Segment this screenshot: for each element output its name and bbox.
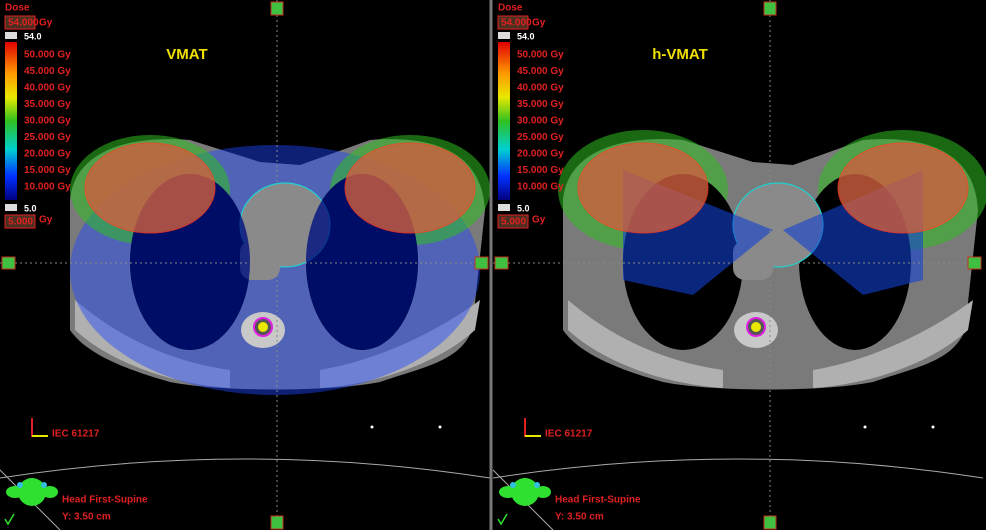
orientation: Head First-Supine	[555, 495, 641, 506]
legend-label: 30.000 Gy	[517, 116, 564, 127]
bar-min-arrow	[498, 204, 510, 211]
dose-caption: Dose	[498, 3, 523, 14]
couch-outline	[0, 458, 491, 479]
crosshair-handle	[494, 256, 509, 270]
marker-dot	[438, 425, 442, 429]
patient-icon	[511, 478, 539, 506]
legend-label: 10.000 Gy	[24, 182, 71, 193]
legend-label: 35.000 Gy	[24, 99, 71, 110]
dose-max: 54.000	[501, 18, 532, 29]
crosshair-handle	[270, 515, 284, 530]
patient-icon	[534, 482, 540, 488]
bar-min: 5.0	[24, 203, 37, 213]
panel	[70, 135, 490, 395]
bar-max-arrow	[498, 32, 510, 39]
bar-max: 54.0	[517, 31, 535, 41]
patient-icon	[499, 486, 517, 498]
panel	[558, 130, 986, 390]
crosshair-handle	[763, 515, 777, 530]
coordinate-system: IEC 61217	[52, 429, 100, 440]
bar-max-arrow	[5, 32, 17, 39]
dose-caption: Dose	[5, 3, 30, 14]
dose-min-box	[4, 214, 36, 229]
bar-max: 54.0	[24, 31, 42, 41]
orientation: Head First-Supine	[62, 495, 148, 506]
legend-label: 45.000 Gy	[517, 66, 564, 77]
dose-min-box	[497, 214, 529, 229]
axis-marker	[524, 418, 541, 437]
patient-icon	[41, 482, 47, 488]
legend-label: 40.000 Gy	[24, 83, 71, 94]
legend-label: 25.000 Gy	[24, 132, 71, 143]
legend-label: 10.000 Gy	[517, 182, 564, 193]
legend-label: 15.000 Gy	[517, 165, 564, 176]
colorbar	[5, 42, 17, 200]
dose-min: 5.000	[8, 217, 33, 228]
position: Y: 3.50 cm	[62, 512, 111, 523]
dose-max-unit: Gy	[39, 18, 53, 29]
axis-marker	[31, 418, 48, 437]
dose-min-unit: Gy	[39, 215, 53, 226]
crosshair-handle	[270, 1, 284, 16]
patient-icon	[42, 486, 58, 498]
dose-max-box	[497, 15, 529, 30]
dose-min: 5.000	[501, 217, 526, 228]
legend-label: 50.000 Gy	[517, 50, 564, 61]
patient-icon	[535, 486, 551, 498]
legend-label: 15.000 Gy	[24, 165, 71, 176]
coordinate-system: IEC 61217	[545, 429, 593, 440]
legend-label: 30.000 Gy	[24, 116, 71, 127]
dose-min-unit: Gy	[532, 215, 546, 226]
marker-dot	[370, 425, 374, 429]
crosshair-handle	[1, 256, 16, 270]
crosshair-handle	[474, 256, 489, 270]
legend-label: 45.000 Gy	[24, 66, 71, 77]
position: Y: 3.50 cm	[555, 512, 604, 523]
patient-icon	[17, 482, 23, 488]
legend-label: 35.000 Gy	[517, 99, 564, 110]
panel-title: VMAT	[166, 46, 207, 63]
marker-dot	[931, 425, 935, 429]
legend-label: 50.000 Gy	[24, 50, 71, 61]
bar-min-arrow	[5, 204, 17, 211]
couch-outline	[492, 458, 984, 479]
colorbar	[498, 42, 510, 200]
patient-icon	[6, 486, 24, 498]
panel-title: h-VMAT	[652, 46, 708, 63]
crosshair-handle	[967, 256, 982, 270]
bar-min: 5.0	[517, 203, 530, 213]
check-mark	[4, 513, 15, 526]
patient-icon	[18, 478, 46, 506]
marker-dot	[863, 425, 867, 429]
legend-label: 20.000 Gy	[517, 149, 564, 160]
legend-label: 20.000 Gy	[24, 149, 71, 160]
patient-icon	[510, 482, 516, 488]
legend-label: 25.000 Gy	[517, 132, 564, 143]
legend-label: 40.000 Gy	[517, 83, 564, 94]
dose-max: 54.000	[8, 18, 39, 29]
dose-max-unit: Gy	[532, 18, 546, 29]
dose-max-box	[4, 15, 36, 30]
check-mark	[497, 513, 508, 526]
crosshair-handle	[763, 1, 777, 16]
